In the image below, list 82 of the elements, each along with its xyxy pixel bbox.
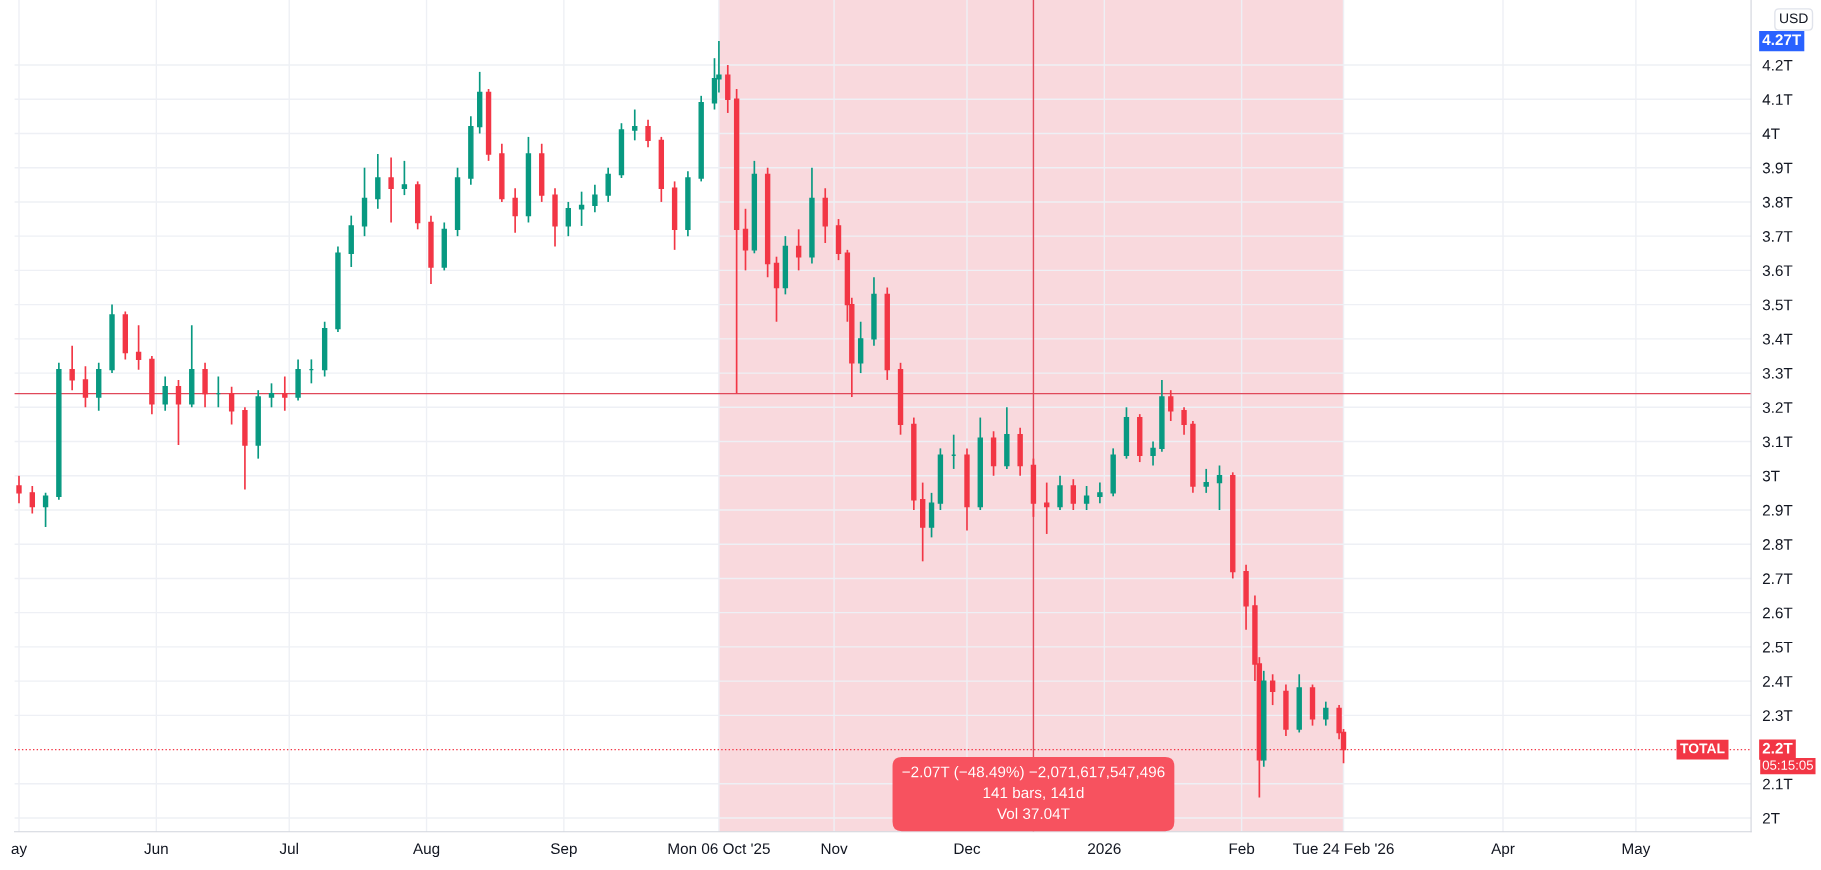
x-tick-label: Tue 24 Feb '26 [1293, 842, 1394, 855]
x-tick-label: Jul [279, 842, 298, 855]
candlestick [228, 385, 235, 426]
y-tick-label: 3.2T [1762, 402, 1793, 413]
candlestick [69, 344, 75, 392]
candlestick [1216, 464, 1223, 511]
candlestick [1150, 440, 1156, 467]
candlestick [1168, 389, 1174, 422]
y-tick-label: 3.9T [1762, 162, 1793, 174]
y-tick-label: 3.1T [1762, 436, 1793, 448]
y-tick-label: 3.5T [1762, 299, 1793, 311]
x-tick-label: Dec [954, 843, 981, 855]
text: USD [1780, 13, 1808, 24]
y-tick-label: 4T [1762, 128, 1780, 140]
candlestick [82, 365, 89, 409]
text: 4.27T [1762, 34, 1802, 46]
candlestick [135, 324, 142, 371]
candlestick [1097, 481, 1103, 504]
candlestick [388, 156, 394, 224]
candlestick [645, 118, 651, 149]
x-tick-label: Aug [412, 843, 440, 858]
candlestick [857, 320, 864, 374]
x-tick-label: Apr [1491, 843, 1515, 858]
candlestick [175, 379, 182, 446]
y-tick-label: 3.4T [1762, 333, 1793, 345]
candlestick [202, 361, 208, 409]
candlestick [1181, 406, 1187, 436]
candlestick [1070, 478, 1076, 511]
y-tick-label: 2.9T [1762, 504, 1793, 516]
candlestick [1269, 673, 1276, 706]
x-tick-label: Nov [821, 843, 848, 855]
text: 05:15:05 [1762, 760, 1813, 770]
y-tick-label: 2T [1762, 812, 1780, 824]
candlestick [773, 255, 780, 323]
candlestick [795, 228, 802, 272]
x-tick-label: Feb [1229, 842, 1255, 855]
candlestick [1057, 474, 1063, 511]
y-tick-label: 3.3T [1762, 367, 1793, 379]
candlestick [928, 492, 935, 539]
y-tick-label: 2.5T [1762, 641, 1793, 653]
candlestick [282, 375, 288, 412]
y-tick-label: 2.7T [1762, 573, 1793, 584]
ref-line-label: TOTAL [1680, 743, 1725, 754]
y-tick-label: 3.8T [1762, 196, 1793, 208]
candlestick [725, 64, 731, 114]
text: 2.2T [1762, 742, 1793, 754]
candlestick [632, 108, 638, 142]
candlestick [1044, 481, 1050, 535]
annotation: −2.07T (−48.49%) −2,071,617,547,496 [902, 766, 1165, 781]
candlestick [1203, 468, 1209, 494]
y-tick-label: 3.7T [1762, 231, 1793, 242]
x-tick-label: Jun [144, 843, 168, 855]
candlestick [162, 375, 168, 412]
y-tick-label: 2.4T [1762, 675, 1793, 687]
candlestick [565, 201, 571, 238]
x-tick-label: ay [11, 845, 28, 858]
y-tick-label: 4.1T [1762, 94, 1793, 105]
annotation: Vol 37.04T [996, 807, 1070, 820]
candlestick [592, 183, 598, 214]
x-tick-label: Mon 06 Oct '25 [668, 843, 770, 855]
annotation: 141 bars, 141d [983, 786, 1084, 800]
candlestick [742, 207, 749, 272]
y-tick-label: 2.6T [1762, 607, 1793, 619]
x-tick-label: Sep [550, 843, 577, 858]
candlestick [1323, 700, 1329, 727]
y-tick-label: 2.1T [1762, 778, 1793, 790]
candlestick [29, 485, 35, 515]
y-tick-label: 3.6T [1762, 265, 1793, 277]
candlestick [268, 382, 275, 409]
candlestick [16, 474, 22, 504]
x-tick-label: 2026 [1088, 843, 1121, 855]
candlestick [605, 166, 611, 203]
y-tick-label: 4.2T [1762, 59, 1793, 71]
candlestick [42, 492, 49, 528]
candlestick [401, 160, 408, 196]
y-tick-label: 2.8T [1762, 539, 1793, 550]
candlestick [375, 153, 381, 210]
y-tick-label: 3T [1762, 470, 1780, 482]
candlestick [512, 187, 518, 234]
y-tick-label: 2.3T [1762, 710, 1793, 722]
x-tick-label: May [1622, 843, 1651, 858]
candlestick [1083, 485, 1090, 511]
